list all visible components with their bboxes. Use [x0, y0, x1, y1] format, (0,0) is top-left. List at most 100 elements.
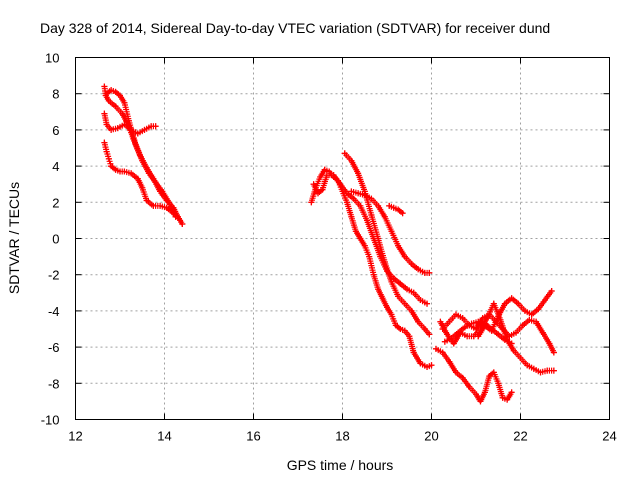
data-point: [315, 190, 322, 197]
x-axis-label: GPS time / hours: [287, 457, 394, 473]
x-tick-label: 12: [68, 429, 82, 444]
data-point: [368, 211, 375, 218]
data-point: [165, 199, 172, 206]
data-point: [544, 367, 551, 374]
x-tick-label: 22: [513, 429, 527, 444]
y-tick-label: -2: [48, 268, 60, 283]
data-point: [481, 320, 488, 327]
y-tick-label: 0: [52, 232, 59, 247]
data-point: [537, 369, 544, 376]
data-point: [323, 172, 330, 179]
data-point: [441, 338, 448, 345]
data-layer: [101, 83, 557, 405]
data-point: [152, 123, 159, 130]
data-point: [343, 190, 350, 197]
data-point: [399, 210, 406, 217]
data-point: [475, 318, 482, 325]
series-marker-trail: [348, 188, 433, 276]
data-point: [308, 199, 315, 206]
data-point: [361, 192, 368, 199]
data-point: [121, 121, 128, 128]
chart-title: Day 328 of 2014, Sidereal Day-to-day VTE…: [40, 20, 550, 36]
data-point: [468, 320, 475, 327]
data-point: [417, 360, 424, 367]
series-track-j: [432, 345, 515, 405]
data-point: [103, 90, 110, 97]
data-point: [319, 186, 326, 193]
data-point: [381, 213, 388, 220]
data-point: [139, 184, 146, 191]
data-point: [495, 380, 502, 387]
data-point: [426, 331, 433, 338]
data-point: [504, 396, 511, 403]
data-point: [121, 168, 128, 175]
data-point: [439, 349, 446, 356]
data-point: [355, 190, 362, 197]
data-point: [343, 199, 350, 206]
data-point: [508, 389, 515, 396]
data-point: [112, 88, 119, 95]
y-tick-label: -6: [48, 340, 60, 355]
data-point: [337, 181, 344, 188]
data-point: [517, 354, 524, 361]
data-point: [401, 253, 408, 260]
data-point: [452, 369, 459, 376]
data-point: [428, 362, 435, 369]
data-point: [408, 260, 415, 267]
series-track-d: [101, 139, 177, 217]
data-point: [310, 181, 317, 188]
data-point: [461, 324, 468, 331]
data-point: [424, 364, 431, 371]
data-point: [357, 202, 364, 209]
data-point: [477, 398, 484, 405]
data-point: [501, 336, 508, 343]
data-point: [172, 213, 179, 220]
data-point: [415, 266, 422, 273]
data-point: [401, 300, 408, 307]
data-point: [459, 374, 466, 381]
data-point: [546, 340, 553, 347]
data-point: [386, 202, 393, 209]
data-point: [528, 311, 535, 318]
data-point: [490, 300, 497, 307]
data-point: [170, 210, 177, 217]
x-tick-label: 18: [335, 429, 349, 444]
data-point: [417, 297, 424, 304]
data-point: [152, 179, 159, 186]
data-point: [415, 318, 422, 325]
data-point: [432, 345, 439, 352]
data-point: [375, 286, 382, 293]
y-tick-label: -4: [48, 304, 60, 319]
x-tick-label: 20: [424, 429, 438, 444]
data-point: [375, 235, 382, 242]
data-point: [455, 329, 462, 336]
data-point: [395, 206, 402, 213]
data-point: [379, 295, 386, 302]
data-point: [134, 175, 141, 182]
data-point: [395, 293, 402, 300]
data-point: [395, 242, 402, 249]
data-point: [112, 103, 119, 110]
data-point: [397, 280, 404, 287]
data-point: [143, 197, 150, 204]
y-tick-label: -10: [41, 413, 60, 428]
data-point: [488, 326, 495, 332]
data-point: [132, 141, 139, 148]
data-point: [101, 139, 108, 146]
data-point: [179, 221, 186, 228]
y-tick-label: 8: [52, 87, 59, 102]
data-point: [114, 125, 121, 132]
data-point: [341, 150, 348, 157]
data-point: [105, 155, 112, 162]
data-point: [101, 83, 108, 90]
data-point: [105, 97, 112, 104]
data-point: [495, 313, 502, 320]
data-point: [163, 204, 170, 211]
data-point: [121, 99, 128, 106]
data-point: [541, 297, 548, 304]
data-point: [444, 331, 451, 338]
y-axis-label: SDTVAR / TECUs: [6, 182, 22, 294]
data-point: [446, 318, 453, 325]
